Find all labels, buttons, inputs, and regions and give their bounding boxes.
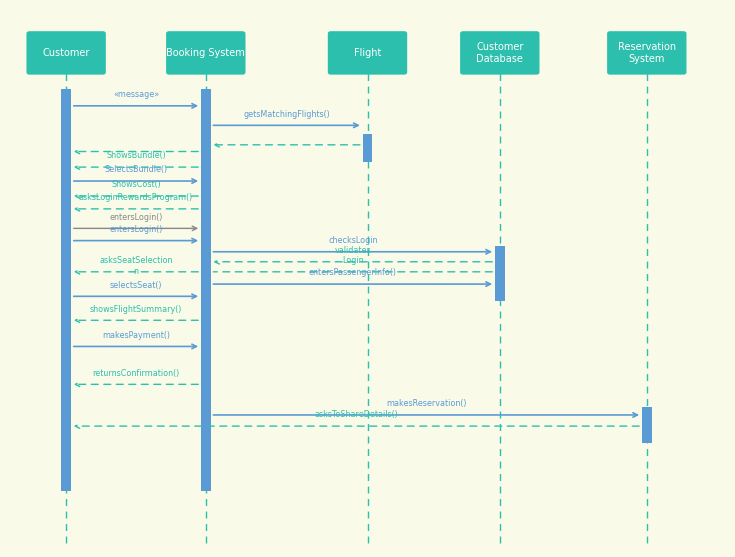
FancyBboxPatch shape: [26, 31, 106, 75]
Text: makesReservation(): makesReservation(): [386, 399, 467, 408]
Text: Booking System: Booking System: [166, 48, 245, 58]
Text: asksLoginRewardsProgram(): asksLoginRewardsProgram(): [79, 193, 193, 202]
Text: Customer
Database: Customer Database: [476, 42, 523, 63]
FancyBboxPatch shape: [607, 31, 686, 75]
Text: validates: validates: [334, 246, 371, 255]
Text: n: n: [134, 267, 138, 276]
Text: makesPayment(): makesPayment(): [102, 331, 170, 340]
Bar: [495, 246, 505, 301]
FancyBboxPatch shape: [328, 31, 407, 75]
Text: entersLogin(): entersLogin(): [110, 225, 162, 234]
Text: ShowsCost(): ShowsCost(): [111, 180, 161, 189]
Bar: [201, 89, 210, 491]
Text: asksSeatSelection: asksSeatSelection: [99, 256, 173, 265]
Text: checksLogin: checksLogin: [328, 236, 378, 245]
Text: Login: Login: [342, 256, 364, 265]
Text: SelectsBundle(): SelectsBundle(): [104, 165, 168, 174]
Text: Customer: Customer: [43, 48, 90, 58]
Text: ShowsBundle(): ShowsBundle(): [106, 152, 166, 160]
FancyBboxPatch shape: [166, 31, 245, 75]
Text: selectsSeat(): selectsSeat(): [110, 281, 162, 290]
Text: showsFlightSummary(): showsFlightSummary(): [90, 305, 182, 314]
FancyBboxPatch shape: [460, 31, 539, 75]
Text: Reservation
System: Reservation System: [617, 42, 676, 63]
Bar: [61, 89, 71, 491]
Text: returnsConfirmation(): returnsConfirmation(): [93, 369, 179, 378]
Text: entersPassengerInfo(): entersPassengerInfo(): [309, 268, 397, 277]
Bar: [362, 134, 372, 162]
Text: «message»: «message»: [113, 90, 159, 99]
Bar: [642, 407, 652, 443]
Text: Flight: Flight: [354, 48, 381, 58]
Text: entersLogin(): entersLogin(): [110, 213, 162, 222]
Text: asksToShareDetails(): asksToShareDetails(): [315, 411, 398, 419]
Text: getsMatchingFlights(): getsMatchingFlights(): [243, 110, 330, 119]
